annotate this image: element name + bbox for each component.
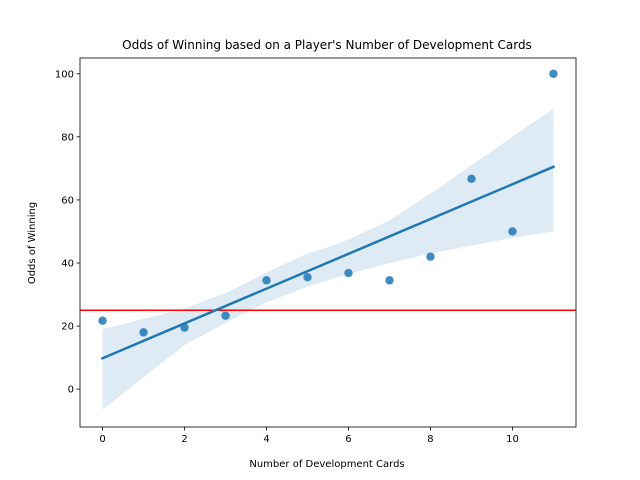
data-point xyxy=(139,328,148,337)
data-points-layer xyxy=(98,69,558,337)
confidence-band xyxy=(102,108,554,410)
x-tick-label: 10 xyxy=(506,434,519,445)
data-point xyxy=(98,316,107,325)
plot-frame xyxy=(79,57,577,428)
data-point xyxy=(262,276,271,285)
data-point xyxy=(467,174,476,183)
confidence-band-layer xyxy=(102,108,554,410)
y-tick-label: 20 xyxy=(61,322,74,333)
y-ticks-layer: 0 20 40 60 80 100 xyxy=(55,69,80,396)
regression-line xyxy=(100,165,556,360)
axes-layer xyxy=(79,57,577,428)
x-ticks-layer: 0 2 4 6 8 10 xyxy=(99,427,519,445)
data-point xyxy=(508,227,517,236)
data-point xyxy=(221,311,230,320)
x-axis-label: Number of Development Cards xyxy=(249,459,404,470)
y-axis-label: Odds of Winning xyxy=(27,202,38,284)
x-tick-label: 8 xyxy=(427,434,433,445)
x-tick-label: 6 xyxy=(345,434,351,445)
y-tick-label: 0 xyxy=(68,385,74,396)
y-tick-label: 80 xyxy=(61,132,74,143)
x-tick-label: 4 xyxy=(263,434,269,445)
y-tick-label: 40 xyxy=(61,259,74,270)
chart-title: Odds of Winning based on a Player's Numb… xyxy=(122,38,532,52)
data-point xyxy=(303,272,312,282)
y-tick-label: 100 xyxy=(55,69,74,80)
data-point xyxy=(549,69,558,78)
regression-line-layer xyxy=(100,165,556,360)
data-point xyxy=(385,276,394,285)
x-tick-label: 0 xyxy=(99,434,105,445)
data-point xyxy=(180,323,189,332)
data-point xyxy=(426,252,435,261)
y-tick-label: 60 xyxy=(61,195,74,206)
x-tick-label: 2 xyxy=(181,434,187,445)
data-point xyxy=(344,268,353,278)
